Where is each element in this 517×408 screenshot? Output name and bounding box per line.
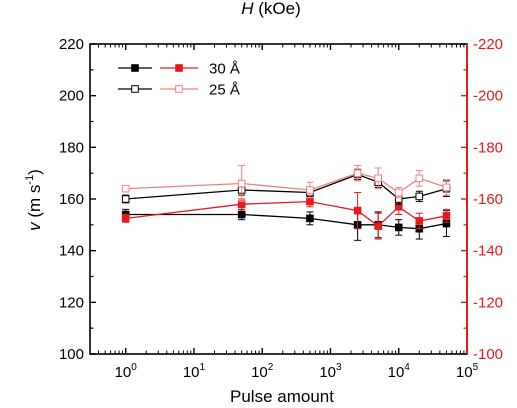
y-tick-label: 160 xyxy=(59,191,84,208)
data-point xyxy=(353,206,362,215)
x-tick-label-exponent: 5 xyxy=(473,362,479,373)
y-right-tick-label: -100 xyxy=(473,346,503,363)
data-point xyxy=(306,197,314,206)
y-axis-label-sup: -1 xyxy=(24,175,36,185)
y-right-tick-label: -120 xyxy=(473,294,503,311)
data-point xyxy=(374,222,382,230)
y-tick-label: 200 xyxy=(59,88,84,105)
data-point xyxy=(394,188,403,197)
y-right-tick-label: -160 xyxy=(473,191,503,208)
y-tick-label: 180 xyxy=(59,139,84,156)
top-axis-label: H (kOe) xyxy=(241,0,301,18)
y-axis-label-close: ) xyxy=(25,169,44,175)
data-point xyxy=(121,195,130,203)
data-point xyxy=(237,179,246,188)
y-right-tick-label: -220 xyxy=(473,36,503,53)
top-axis-label-unit: (kOe) xyxy=(254,0,301,18)
x-tick-label-exponent: 0 xyxy=(131,362,137,373)
x-tick-label-base: 10 xyxy=(183,364,200,381)
x-tick-label-exponent: 4 xyxy=(404,362,410,373)
data-point xyxy=(121,214,130,223)
x-axis-label: Pulse amount xyxy=(230,387,334,406)
legend-marker-red xyxy=(175,64,183,72)
data-point xyxy=(306,186,314,194)
series-3 xyxy=(121,164,451,203)
plot-frame-left-top-bottom xyxy=(89,43,468,355)
data-point xyxy=(374,174,382,183)
x-tick-label-base: 10 xyxy=(388,364,405,381)
data-point xyxy=(442,211,451,220)
legend-label: 25 Å xyxy=(209,82,240,99)
y-right-tick-label: -200 xyxy=(473,88,503,105)
data-point xyxy=(237,210,246,219)
legend-marker-red xyxy=(175,85,183,93)
y-tick-label: 140 xyxy=(59,243,84,260)
x-tick-label-exponent: 2 xyxy=(268,362,274,373)
data-point xyxy=(415,192,424,201)
data-point xyxy=(415,174,424,183)
data-point xyxy=(353,169,362,177)
y-tick-label: 120 xyxy=(59,294,84,311)
legend-marker-black xyxy=(131,85,139,93)
series-layer xyxy=(121,164,451,241)
x-tick-label: 101 xyxy=(183,362,206,381)
data-point xyxy=(306,214,314,223)
data-point xyxy=(415,217,424,225)
data-point xyxy=(394,223,403,232)
x-tick-label: 105 xyxy=(456,362,479,381)
x-tick-label-base: 10 xyxy=(115,364,132,381)
legend-label: 30 Å xyxy=(209,61,240,78)
data-point xyxy=(442,183,451,192)
y-tick-label: 220 xyxy=(59,36,84,53)
x-tick-label-exponent: 1 xyxy=(200,362,206,373)
x-tick-label: 102 xyxy=(251,362,274,381)
x-tick-label-base: 10 xyxy=(319,364,336,381)
y-right-tick-label: -140 xyxy=(473,243,503,260)
legend: 30 Å 25 Å xyxy=(118,61,240,99)
y-axis-label-unit: (m s xyxy=(25,185,44,223)
y-tick-label: 100 xyxy=(59,346,84,363)
y-right-tick-label: -180 xyxy=(473,139,503,156)
top-axis-label-symbol: H xyxy=(241,0,254,18)
x-tick-label: 100 xyxy=(115,362,138,381)
x-tick-label: 103 xyxy=(319,362,342,381)
y-axis-label-symbol: v xyxy=(25,221,44,231)
legend-marker-black xyxy=(131,64,139,72)
data-point xyxy=(121,184,130,193)
x-tick-label-base: 10 xyxy=(251,364,268,381)
x-tick-label-exponent: 3 xyxy=(336,362,342,373)
series-0 xyxy=(121,208,451,241)
x-tick-label-base: 10 xyxy=(456,364,473,381)
x-tick-label: 104 xyxy=(388,362,411,381)
y-axis-label: v (m s-1) xyxy=(24,169,44,231)
